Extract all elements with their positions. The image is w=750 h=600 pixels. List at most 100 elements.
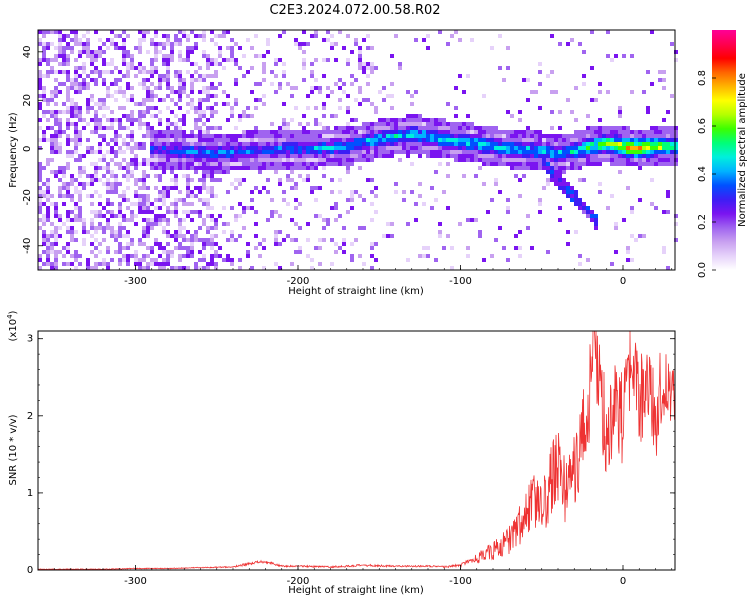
spectrogram-cell bbox=[462, 134, 466, 138]
spectrogram-cell bbox=[558, 170, 562, 174]
spectrogram-cell bbox=[66, 46, 70, 50]
spectrogram-cell bbox=[62, 166, 66, 170]
spectrogram-cell bbox=[162, 226, 166, 230]
spectrogram-cell bbox=[86, 174, 90, 178]
spectrogram-cell bbox=[38, 258, 42, 262]
spectrogram-cell bbox=[70, 102, 74, 106]
spectrogram-cell bbox=[54, 86, 58, 90]
spectrogram-cell bbox=[178, 78, 182, 82]
spectrogram-cell bbox=[186, 238, 190, 242]
spectrogram-cell bbox=[310, 70, 314, 74]
spectrogram-cell bbox=[318, 146, 322, 150]
spectrogram-cell bbox=[142, 226, 146, 230]
spectrogram-cell bbox=[526, 130, 530, 134]
spectrogram-cell bbox=[470, 158, 474, 162]
spectrogram-cell bbox=[278, 130, 282, 134]
spectrogram-cell bbox=[166, 262, 170, 266]
spectrogram-cell bbox=[58, 30, 62, 34]
spectrogram-cell bbox=[362, 38, 366, 42]
spectrogram-cell bbox=[206, 130, 210, 134]
spectrogram-cell bbox=[102, 262, 106, 266]
spectrogram-cell bbox=[314, 118, 318, 122]
spectrogram-cell bbox=[282, 238, 286, 242]
spectrogram-cell bbox=[206, 126, 210, 130]
spectrogram-cell bbox=[78, 50, 82, 54]
spectrogram-cell bbox=[578, 166, 582, 170]
spectrogram-cell bbox=[326, 142, 330, 146]
spectrogram-cell bbox=[194, 134, 198, 138]
spectrogram-cell bbox=[230, 166, 234, 170]
spectrogram-cell bbox=[674, 130, 678, 134]
spectrogram-cell bbox=[574, 138, 578, 142]
spectrogram-cell bbox=[106, 46, 110, 50]
spectrogram-cell bbox=[594, 146, 598, 150]
spectrogram-cell bbox=[118, 262, 122, 266]
spectrogram-cell bbox=[202, 30, 206, 34]
spectrogram-cell bbox=[466, 146, 470, 150]
spectrogram-cell bbox=[446, 150, 450, 154]
spectrogram-cell bbox=[342, 90, 346, 94]
spectrogram-cell bbox=[290, 154, 294, 158]
spectrogram-cell bbox=[186, 158, 190, 162]
spectrogram-cell bbox=[206, 138, 210, 142]
spectrogram-cell bbox=[306, 162, 310, 166]
spectrogram-cell bbox=[482, 138, 486, 142]
spectrogram-cell bbox=[566, 146, 570, 150]
spectrogram-cell bbox=[178, 106, 182, 110]
spectrogram-cell bbox=[206, 86, 210, 90]
spectrogram-cell bbox=[462, 130, 466, 134]
spectrogram-cell bbox=[290, 146, 294, 150]
spectrogram-cell bbox=[162, 138, 166, 142]
spectrogram-cell bbox=[110, 170, 114, 174]
spectrogram-cell bbox=[98, 134, 102, 138]
spectrogram-cell bbox=[350, 134, 354, 138]
spectrogram-cell bbox=[558, 182, 562, 186]
spectrogram-cell bbox=[278, 182, 282, 186]
spectrogram-cell bbox=[210, 114, 214, 118]
spectrogram-cell bbox=[442, 122, 446, 126]
spectrogram-cell bbox=[122, 234, 126, 238]
spectrogram-cell bbox=[482, 154, 486, 158]
spectrogram-cell bbox=[58, 110, 62, 114]
spectrogram-cell bbox=[502, 162, 506, 166]
spectrogram-cell bbox=[202, 130, 206, 134]
spectrogram-cell bbox=[250, 134, 254, 138]
spectrogram-cell bbox=[166, 106, 170, 110]
spectrogram-cell bbox=[202, 142, 206, 146]
spectrogram-cell bbox=[166, 126, 170, 130]
spectrogram-cell bbox=[142, 98, 146, 102]
spectrogram-cell bbox=[122, 50, 126, 54]
spectrogram-cell bbox=[62, 246, 66, 250]
spectrogram-cell bbox=[606, 130, 610, 134]
spectrogram-cell bbox=[206, 198, 210, 202]
spectrogram-cell bbox=[90, 182, 94, 186]
spectrogram-cell bbox=[66, 218, 70, 222]
spectrogram-cell bbox=[146, 122, 150, 126]
spectrogram-cell bbox=[78, 82, 82, 86]
spectrogram-cell bbox=[110, 62, 114, 66]
spectrogram-cell bbox=[54, 114, 58, 118]
spectrogram-cell bbox=[178, 70, 182, 74]
spectrogram-cell bbox=[210, 246, 214, 250]
spectrogram-cell bbox=[266, 138, 270, 142]
spectrogram-cell bbox=[154, 114, 158, 118]
spectrogram-cell bbox=[526, 98, 530, 102]
spectrogram-cell bbox=[158, 190, 162, 194]
spectrogram-cell bbox=[270, 142, 274, 146]
spectrogram-cell bbox=[222, 230, 226, 234]
spectrogram-cell bbox=[558, 166, 562, 170]
spectrogram-cell bbox=[470, 150, 474, 154]
spectrogram-cell bbox=[130, 98, 134, 102]
spectrogram-cell bbox=[134, 118, 138, 122]
spectrogram-cell bbox=[110, 214, 114, 218]
spectrogram-cell bbox=[598, 190, 602, 194]
spectrogram-cell bbox=[310, 258, 314, 262]
spectrogram-cell bbox=[170, 42, 174, 46]
spectrogram-cell bbox=[258, 170, 262, 174]
spectrogram-cell bbox=[54, 118, 58, 122]
spectrogram-cell bbox=[70, 254, 74, 258]
spectrogram-cell bbox=[214, 138, 218, 142]
spectrogram-cell bbox=[418, 118, 422, 122]
spectrogram-cell bbox=[518, 158, 522, 162]
